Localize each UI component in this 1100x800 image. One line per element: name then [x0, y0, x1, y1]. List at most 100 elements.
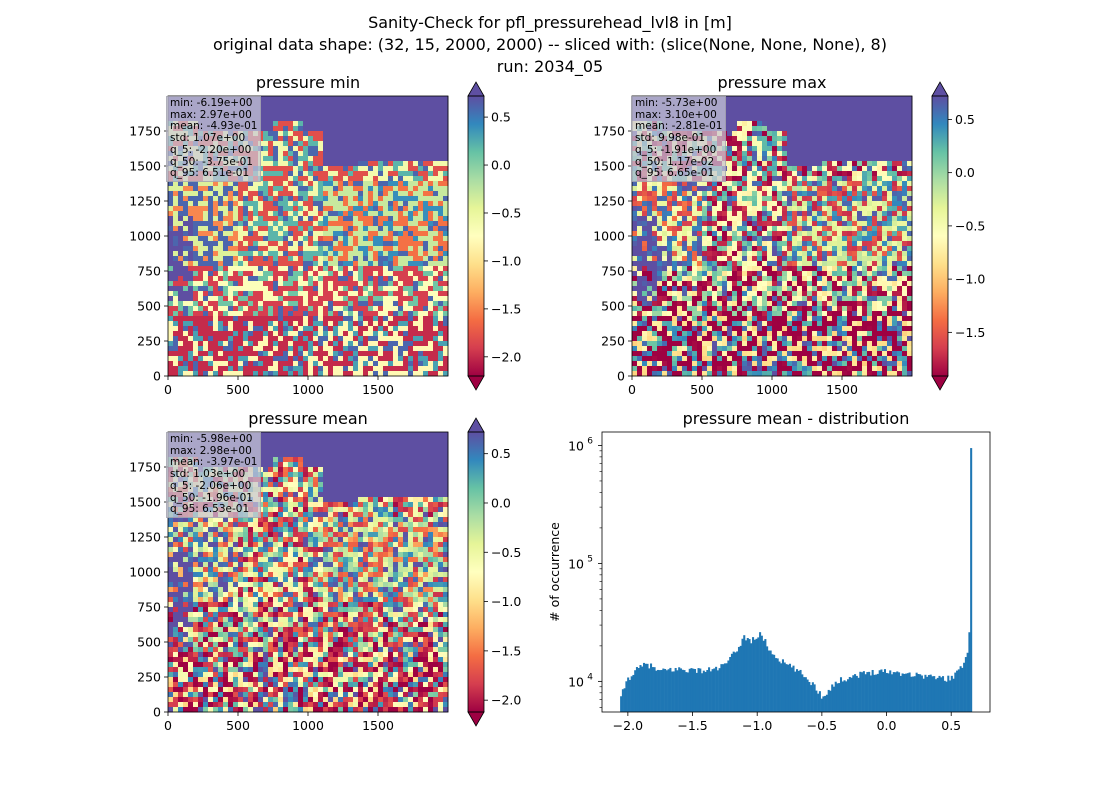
heatmap-cell — [732, 211, 738, 217]
heatmap-cell — [762, 246, 768, 252]
heatmap-cell — [378, 366, 384, 372]
heatmap-cell — [288, 351, 294, 357]
heatmap-cell — [243, 291, 249, 297]
heatmap-cell — [358, 156, 364, 162]
heatmap-cell — [223, 271, 229, 277]
heatmap-cell — [428, 236, 434, 242]
heatmap-cell — [393, 271, 399, 277]
heatmap-cell — [787, 161, 793, 167]
heatmap-cell — [243, 236, 249, 242]
heatmap-cell — [907, 246, 913, 252]
heatmap-cell — [383, 261, 389, 267]
heatmap-cell — [792, 96, 798, 102]
heatmap-cell — [717, 221, 723, 227]
heatmap-cell — [867, 166, 873, 172]
heatmap-cell — [343, 371, 349, 377]
heatmap-cell — [727, 176, 733, 182]
heatmap-cell — [283, 221, 289, 227]
colorbar-tick-label: −2.0 — [491, 349, 521, 364]
heatmap-cell — [258, 186, 264, 192]
heatmap-cell — [288, 156, 294, 162]
heatmap-cell — [403, 231, 409, 237]
heatmap-cell — [762, 241, 768, 247]
heatmap-cell — [203, 226, 209, 232]
heatmap-cell — [323, 326, 329, 332]
heatmap-cell — [822, 161, 828, 167]
heatmap-cell — [852, 221, 858, 227]
heatmap-cell — [188, 216, 194, 222]
heatmap-cell — [832, 196, 838, 202]
heatmap-cell — [398, 106, 404, 112]
heatmap-cell — [827, 111, 833, 117]
heatmap-cell — [438, 226, 444, 232]
heatmap-cell — [887, 156, 893, 162]
heatmap-cell — [433, 331, 439, 337]
heatmap-cell — [388, 236, 394, 242]
heatmap-cell — [692, 206, 698, 212]
heatmap-cell — [333, 176, 339, 182]
heatmap-cell — [343, 116, 349, 122]
heatmap-cell — [233, 236, 239, 242]
heatmap-cell — [438, 196, 444, 202]
heatmap-cell — [443, 146, 449, 152]
heatmap-cell — [323, 306, 329, 312]
heatmap-cell — [413, 356, 419, 362]
heatmap-cell — [702, 196, 708, 202]
heatmap-cell — [283, 216, 289, 222]
heatmap-cell — [183, 341, 189, 347]
heatmap-cell — [303, 261, 309, 267]
heatmap-cell — [443, 101, 449, 107]
heatmap-cell — [393, 146, 399, 152]
heatmap-cell — [727, 126, 733, 132]
heatmap-cell — [443, 211, 449, 217]
heatmap-cell — [328, 356, 334, 362]
heatmap-cell — [298, 236, 304, 242]
heatmap-cell — [782, 181, 788, 187]
heatmap-cell — [308, 271, 314, 277]
heatmap-cell — [438, 246, 444, 252]
heatmap-cell — [907, 251, 913, 257]
heatmap-cell — [343, 251, 349, 257]
heatmap-cell — [787, 121, 793, 127]
heatmap-cell — [897, 166, 903, 172]
heatmap-cell — [208, 291, 214, 297]
heatmap-cell — [847, 166, 853, 172]
heatmap-cell — [787, 136, 793, 142]
heatmap-cell — [398, 186, 404, 192]
heatmap-cell — [348, 271, 354, 277]
heatmap-cell — [313, 371, 319, 377]
heatmap-cell — [318, 141, 324, 147]
heatmap-cell — [358, 101, 364, 107]
heatmap-cell — [747, 96, 753, 102]
heatmap-cell — [283, 286, 289, 292]
heatmap-cell — [368, 221, 374, 227]
heatmap-cell — [273, 121, 279, 127]
heatmap-cell — [667, 246, 673, 252]
heatmap-cell — [383, 186, 389, 192]
heatmap-cell — [408, 256, 414, 262]
heatmap-cell — [443, 161, 449, 167]
heatmap-cell — [667, 241, 673, 247]
heatmap-cell — [897, 106, 903, 112]
heatmap-cell — [772, 216, 778, 222]
heatmap-cell — [298, 256, 304, 262]
heatmap-cell — [308, 221, 314, 227]
heatmap-cell — [378, 101, 384, 107]
heatmap-cell — [283, 236, 289, 242]
heatmap-cell — [792, 156, 798, 162]
heatmap-cell — [652, 181, 658, 187]
heatmap-cell — [677, 246, 683, 252]
heatmap-cell — [278, 136, 284, 142]
heatmap-cell — [363, 331, 369, 337]
heatmap-cell — [313, 231, 319, 237]
heatmap-cell — [198, 311, 204, 317]
heatmap-cell — [632, 191, 638, 197]
heatmap-cell — [258, 216, 264, 222]
heatmap-cell — [438, 176, 444, 182]
heatmap-cell — [433, 116, 439, 122]
heatmap-cell — [278, 196, 284, 202]
heatmap-cell — [228, 286, 234, 292]
heatmap-cell — [862, 201, 868, 207]
heatmap-cell — [812, 131, 818, 137]
heatmap-cell — [373, 206, 379, 212]
